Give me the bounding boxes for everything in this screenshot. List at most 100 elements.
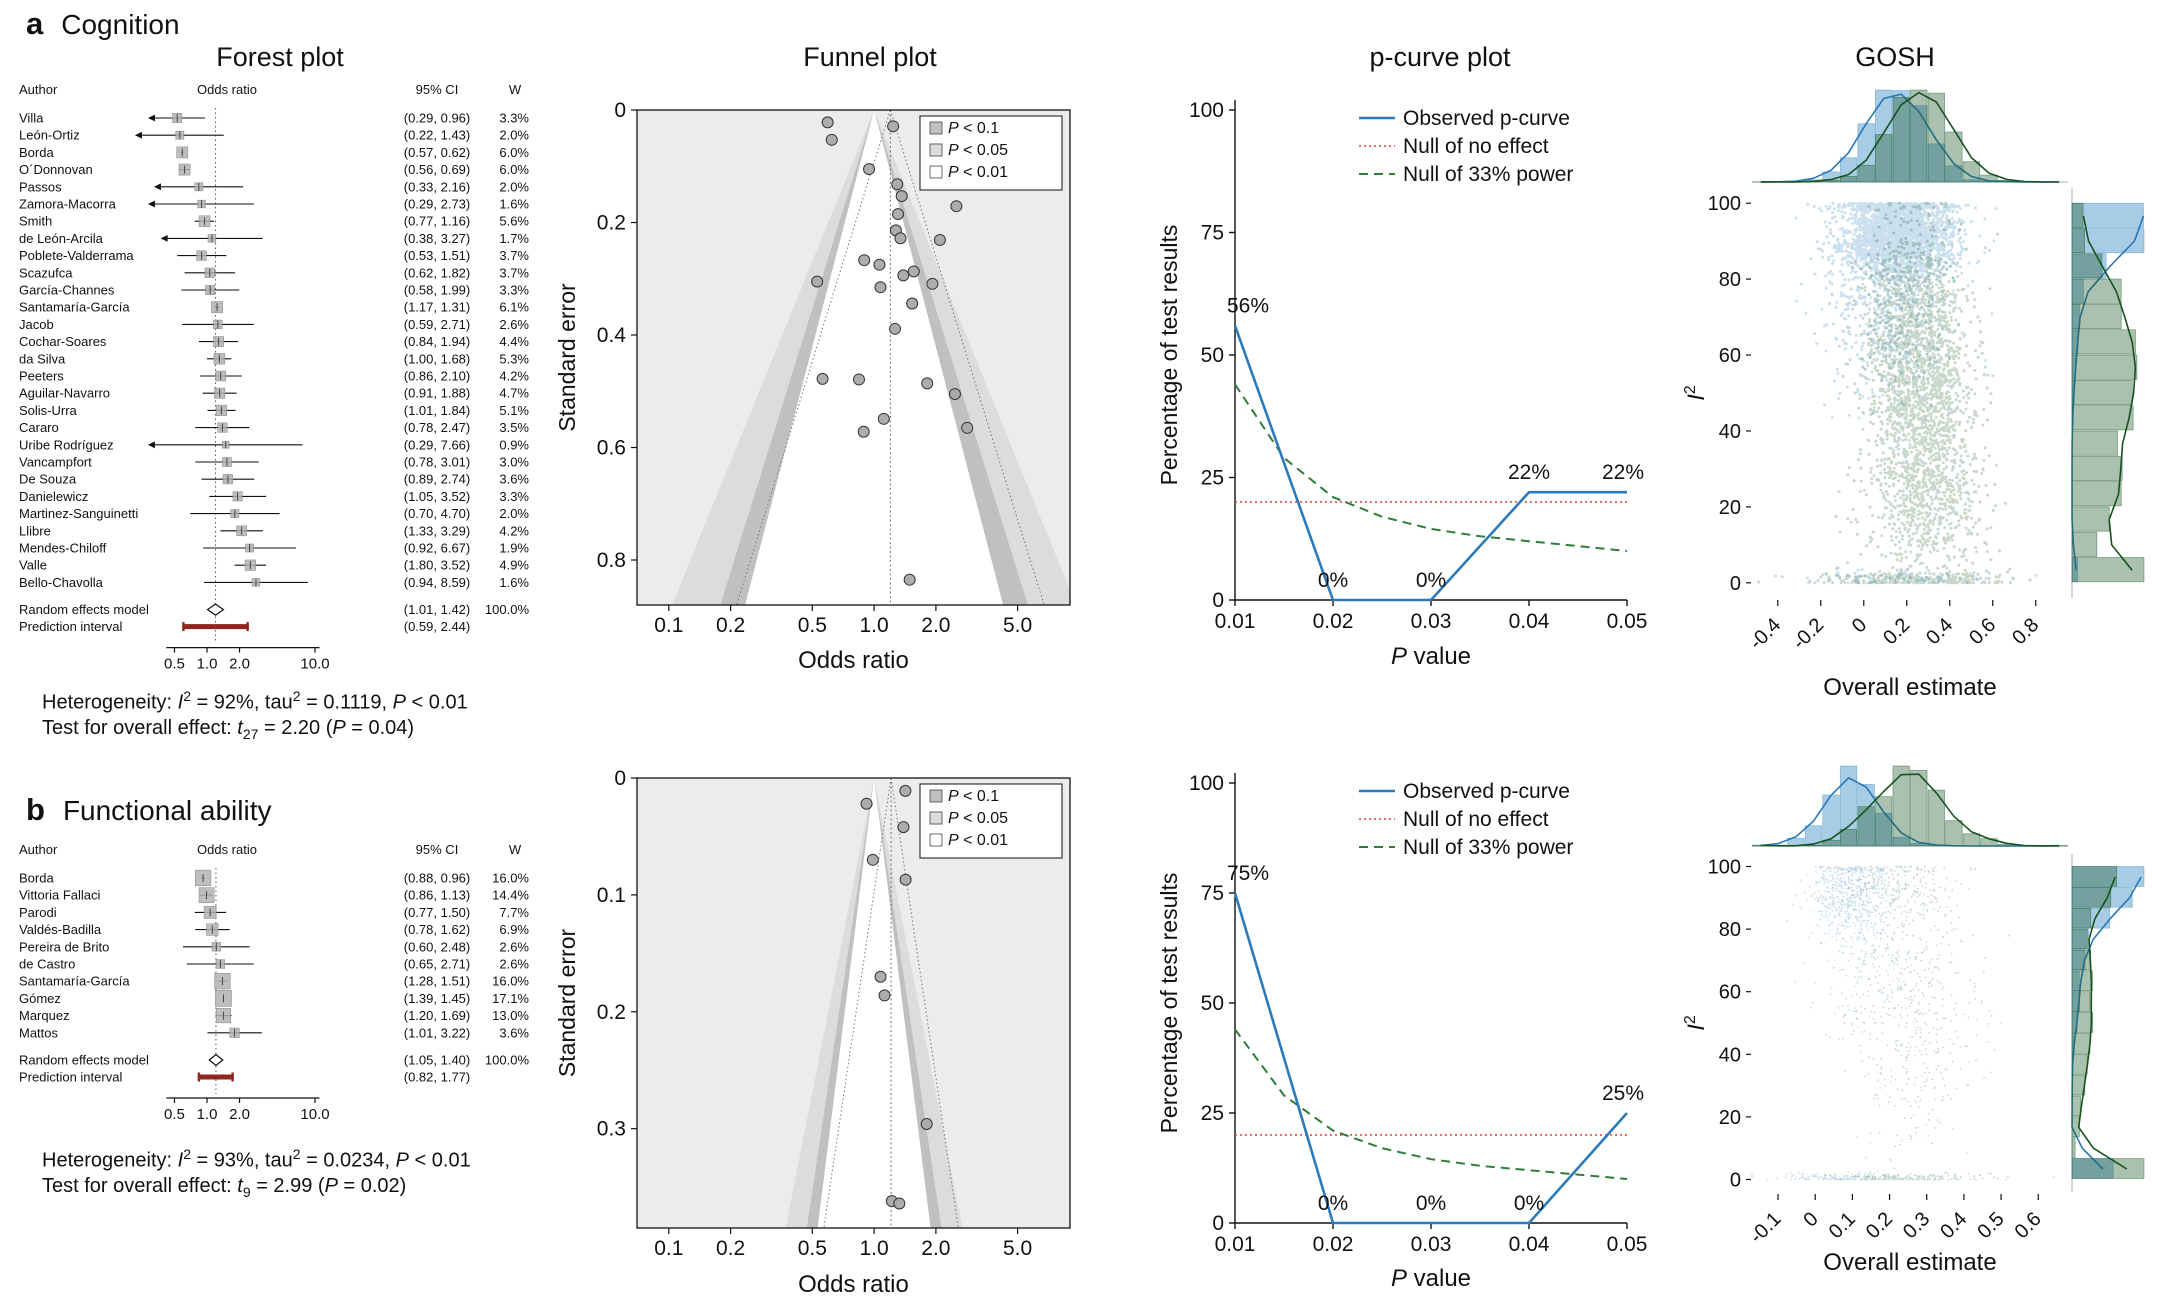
svg-text:2.0: 2.0 xyxy=(229,1106,250,1123)
svg-text:Standard error: Standard error xyxy=(554,929,580,1078)
svg-text:Null of no effect: Null of no effect xyxy=(1403,135,1549,158)
svg-text:1.6%: 1.6% xyxy=(499,197,529,212)
pcurve-legend: Observed p-curve Null of no effect Null of… xyxy=(1359,107,1573,186)
svg-text:P < 0.01: P < 0.01 xyxy=(948,164,1008,181)
svg-text:0.01: 0.01 xyxy=(1215,610,1256,633)
funnel-plot-cognition: 0.1 0.2 0.5 1.0 2.0 5.0 0 0.2 0.4 0.6 0.8 Standard … xyxy=(554,99,1071,674)
svg-text:Mattos: Mattos xyxy=(19,1025,59,1040)
svg-text:Cararo: Cararo xyxy=(19,420,59,435)
svg-text:4.2%: 4.2% xyxy=(499,523,529,538)
svg-text:Random effects model: Random effects model xyxy=(19,1053,149,1068)
gosh-chart: 0 20 40 60 80 100 -0.4 -0.2 0 0.2 0.4 0.6 0.8 Overall… xyxy=(1682,89,2145,701)
overall-effect-text-cognition: Test for overall effect: t27 = 2.20 (P =… xyxy=(42,717,415,742)
gosh-top-hist-green xyxy=(1752,765,2068,847)
svg-text:(1.28, 1.51): (1.28, 1.51) xyxy=(404,974,471,989)
forest-plot-cognition: Author Odds ratio 95% CI W Villa (0.29, 0.96)… xyxy=(19,82,529,673)
svg-text:Cochar-Soares: Cochar-Soares xyxy=(19,334,107,349)
svg-text:Llibre: Llibre xyxy=(19,523,51,538)
svg-text:(0.29, 0.96): (0.29, 0.96) xyxy=(404,111,471,126)
svg-text:(1.33, 3.29): (1.33, 3.29) xyxy=(404,523,471,538)
svg-text:7.7%: 7.7% xyxy=(499,905,529,920)
svg-text:Peeters: Peeters xyxy=(19,369,64,384)
svg-text:20: 20 xyxy=(1719,497,1741,519)
svg-text:50: 50 xyxy=(1201,992,1224,1015)
svg-text:0.2: 0.2 xyxy=(1862,1208,1897,1243)
svg-text:(0.78, 2.47): (0.78, 2.47) xyxy=(404,420,471,435)
svg-text:(0.70, 4.70): (0.70, 4.70) xyxy=(404,506,471,521)
svg-text:5.0: 5.0 xyxy=(1003,614,1032,637)
svg-text:56%: 56% xyxy=(1227,295,1269,318)
svg-text:P < 0.1: P < 0.1 xyxy=(948,788,999,805)
svg-text:Prediction interval: Prediction interval xyxy=(19,1070,122,1085)
svg-text:0.2: 0.2 xyxy=(716,614,745,637)
svg-text:Passos: Passos xyxy=(19,179,62,194)
svg-text:Author: Author xyxy=(19,842,58,857)
svg-text:100.0%: 100.0% xyxy=(485,602,530,617)
svg-text:22%: 22% xyxy=(1508,461,1550,484)
svg-text:0%: 0% xyxy=(1416,1192,1446,1215)
svg-text:Scazufca: Scazufca xyxy=(19,265,73,280)
svg-text:3.3%: 3.3% xyxy=(499,489,529,504)
svg-text:4.4%: 4.4% xyxy=(499,334,529,349)
pcurve-chart: 0 25 50 75 100 0.01 0.02 0.03 0.04 0.05 75% 0% 0% 0% 2… xyxy=(1156,772,1647,1292)
svg-text:León-Ortiz: León-Ortiz xyxy=(19,128,80,143)
svg-text:Percentage of test results: Percentage of test results xyxy=(1156,225,1182,486)
svg-text:(0.94, 8.59): (0.94, 8.59) xyxy=(404,575,471,590)
svg-text:Bello-Chavolla: Bello-Chavolla xyxy=(19,575,104,590)
svg-text:0.5: 0.5 xyxy=(798,614,827,637)
svg-text:(0.84, 1.94): (0.84, 1.94) xyxy=(404,334,471,349)
prediction-interval-bar xyxy=(182,624,249,630)
svg-text:3.7%: 3.7% xyxy=(499,248,529,263)
svg-text:0.3: 0.3 xyxy=(1899,1208,1934,1243)
svg-text:0.02: 0.02 xyxy=(1313,610,1354,633)
svg-text:(0.53, 1.51): (0.53, 1.51) xyxy=(404,248,471,263)
svg-text:Solis-Urra: Solis-Urra xyxy=(19,403,78,418)
svg-text:Overall estimate: Overall estimate xyxy=(1823,674,1996,701)
svg-text:0.02: 0.02 xyxy=(1313,1233,1354,1256)
svg-text:95% CI: 95% CI xyxy=(416,842,459,857)
svg-text:Pereira de Brito: Pereira de Brito xyxy=(19,939,109,954)
svg-text:(0.91, 1.88): (0.91, 1.88) xyxy=(404,386,471,401)
svg-text:(0.59, 2.44): (0.59, 2.44) xyxy=(404,619,471,634)
svg-text:(0.82, 1.77): (0.82, 1.77) xyxy=(404,1070,471,1085)
svg-text:Vancampfort: Vancampfort xyxy=(19,455,92,470)
forest-chart: Author Odds ratio 95% CI W Villa (0.29, 0.96)… xyxy=(19,82,529,673)
svg-text:1.6%: 1.6% xyxy=(499,575,529,590)
svg-text:0: 0 xyxy=(1730,1169,1741,1191)
svg-text:25: 25 xyxy=(1201,1102,1224,1125)
svg-text:5.3%: 5.3% xyxy=(499,351,529,366)
svg-text:1.0: 1.0 xyxy=(859,1237,888,1260)
svg-text:10.0: 10.0 xyxy=(300,1106,329,1123)
svg-text:(1.01, 1.84): (1.01, 1.84) xyxy=(404,403,471,418)
svg-text:Zamora-Macorra: Zamora-Macorra xyxy=(19,197,117,212)
svg-text:0: 0 xyxy=(1799,1208,1822,1231)
svg-text:20: 20 xyxy=(1719,1107,1741,1129)
svg-text:Overall estimate: Overall estimate xyxy=(1823,1249,1996,1276)
forest-plot-column-title: Forest plot xyxy=(216,42,344,72)
svg-text:0: 0 xyxy=(1848,614,1871,637)
svg-text:6.0%: 6.0% xyxy=(499,162,529,177)
svg-text:0.8: 0.8 xyxy=(597,549,626,572)
funnel-legend: P < 0.1 P < 0.05 P < 0.01 xyxy=(919,115,1063,191)
gosh-top-hist-blue xyxy=(1752,765,2060,847)
svg-text:0.2: 0.2 xyxy=(597,212,626,235)
svg-text:(0.88, 0.96): (0.88, 0.96) xyxy=(404,871,471,886)
svg-text:(0.89, 2.74): (0.89, 2.74) xyxy=(404,472,471,487)
svg-text:5.0: 5.0 xyxy=(1003,1237,1032,1260)
svg-text:(0.92, 6.67): (0.92, 6.67) xyxy=(404,541,471,556)
funnel-plot-column-title: Funnel plot xyxy=(803,42,937,72)
svg-text:75: 75 xyxy=(1201,882,1224,905)
svg-text:0.03: 0.03 xyxy=(1411,610,1452,633)
panel-a-label: a Cognition xyxy=(26,6,180,42)
svg-text:Danielewicz: Danielewicz xyxy=(19,489,88,504)
svg-text:(0.60, 2.48): (0.60, 2.48) xyxy=(404,939,471,954)
svg-text:Poblete-Valderrama: Poblete-Valderrama xyxy=(19,248,134,263)
gosh-column-title: GOSH xyxy=(1855,42,1935,72)
svg-text:(0.77, 1.16): (0.77, 1.16) xyxy=(404,214,471,229)
svg-text:13.0%: 13.0% xyxy=(492,1008,529,1023)
funnel-chart: 0.1 0.2 0.5 1.0 2.0 5.0 0 0.2 0.4 0.6 0.8 Standard … xyxy=(554,99,1071,674)
svg-text:W: W xyxy=(509,82,522,97)
svg-text:0: 0 xyxy=(1212,1212,1224,1235)
svg-text:0.05: 0.05 xyxy=(1607,1233,1648,1256)
